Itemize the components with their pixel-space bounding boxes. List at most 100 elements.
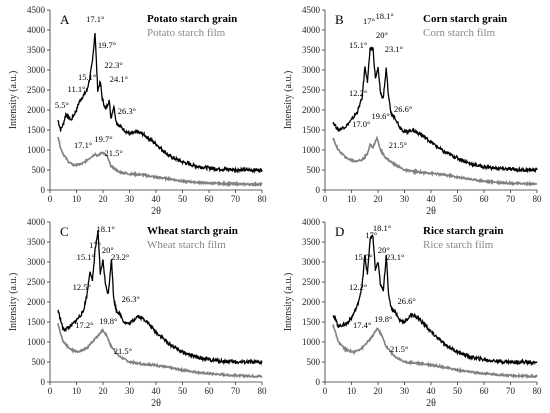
peak-annotation: 18.1°	[97, 224, 115, 234]
y-tick-label: 0	[41, 185, 46, 195]
x-axis-label: 2θ	[426, 206, 436, 217]
x-tick-label: 60	[480, 194, 490, 204]
y-tick-label: 3000	[27, 257, 46, 267]
peak-annotation: 18.1°	[375, 11, 393, 21]
legend-entry-grain: Corn starch grain	[423, 13, 507, 25]
peak-annotation: 19.7°	[94, 134, 112, 144]
y-tick-label: 3500	[302, 237, 321, 247]
peak-annotation: 21.5°	[390, 344, 408, 354]
peak-annotation: 26.6°	[397, 296, 415, 306]
series-line-potato-starch-film	[57, 136, 263, 188]
x-tick-label: 20	[99, 386, 109, 396]
peak-annotation: 17°	[363, 16, 375, 26]
y-tick-label: 2500	[302, 85, 321, 95]
peak-annotation: 17.1°	[86, 14, 104, 24]
x-tick-label: 0	[323, 194, 328, 204]
peak-annotation: 12.5°	[73, 282, 91, 292]
y-tick-label: 4000	[302, 25, 321, 35]
x-tick-label: 80	[533, 386, 543, 396]
y-tick-label: 4000	[27, 217, 46, 227]
x-tick-label: 0	[48, 194, 53, 204]
x-tick-label: 40	[427, 194, 437, 204]
y-axis-label: Intensity (a.u.)	[283, 71, 294, 130]
peak-annotation: 17.0°	[352, 119, 370, 129]
peak-annotation: 20°	[102, 245, 114, 255]
peak-annotation: 19.8°	[99, 316, 117, 326]
peak-annotation: 19.8°	[374, 314, 392, 324]
y-tick-label: 1500	[302, 125, 321, 135]
x-axis-label: 2θ	[151, 398, 161, 409]
x-tick-label: 20	[374, 386, 384, 396]
y-tick-label: 1000	[302, 337, 321, 347]
x-tick-label: 20	[374, 194, 384, 204]
peak-annotation: 17.4°	[353, 320, 371, 330]
x-tick-label: 30	[125, 194, 135, 204]
peak-annotation: 15.1°	[78, 72, 96, 82]
peak-annotation: 15.1°	[77, 252, 95, 262]
peak-annotation: 15.0°	[354, 252, 372, 262]
peak-annotation: 18.1°	[373, 223, 391, 233]
x-tick-label: 70	[506, 386, 516, 396]
y-tick-label: 4500	[27, 5, 46, 15]
x-tick-label: 20	[99, 194, 109, 204]
peak-annotation: 12.2°	[349, 282, 367, 292]
x-tick-label: 0	[323, 386, 328, 396]
y-tick-label: 1500	[27, 317, 46, 327]
x-tick-label: 70	[231, 194, 241, 204]
peak-annotation: 20°	[376, 30, 388, 40]
x-tick-label: 70	[506, 194, 516, 204]
y-tick-label: 0	[316, 185, 321, 195]
y-tick-label: 1000	[27, 337, 46, 347]
x-tick-label: 10	[347, 194, 357, 204]
y-tick-label: 4000	[27, 25, 46, 35]
peak-annotation: 24.1°	[110, 74, 128, 84]
x-tick-label: 10	[72, 386, 82, 396]
y-tick-label: 3500	[27, 237, 46, 247]
y-tick-label: 4000	[302, 217, 321, 227]
peak-annotation: 21.5°	[104, 148, 122, 158]
x-axis-label: 2θ	[426, 398, 436, 409]
y-tick-label: 3500	[302, 45, 321, 55]
y-tick-label: 500	[32, 357, 46, 367]
x-axis-label: 2θ	[151, 206, 161, 217]
y-tick-label: 2500	[302, 277, 321, 287]
peak-annotation: 17.1°	[74, 140, 92, 150]
panel-label: B	[335, 12, 344, 27]
panel-label: D	[335, 224, 344, 239]
y-tick-label: 3000	[302, 257, 321, 267]
legend-entry-grain: Wheat starch grain	[147, 225, 238, 237]
chart-panel-a: 0 10 20 30 40 50 60 70 80 0 500 1000 1500 2000 2500 300…	[8, 5, 267, 217]
x-tick-label: 10	[72, 194, 82, 204]
peak-annotation: 26.3°	[122, 294, 140, 304]
chart-panel-c: 0 10 20 30 40 50 60 70 80 0 500 1000 1500 2000 2500 300…	[8, 217, 267, 409]
legend-entry-film: Wheat starch film	[147, 239, 226, 251]
series-line-wheat-starch-film	[57, 323, 263, 380]
peak-annotation: 23.1°	[386, 252, 404, 262]
x-tick-label: 50	[453, 194, 463, 204]
y-tick-label: 2000	[27, 105, 46, 115]
y-tick-label: 2500	[27, 277, 46, 287]
y-tick-label: 4500	[302, 5, 321, 15]
y-tick-label: 3000	[27, 65, 46, 75]
peak-annotation: 19.6°	[372, 111, 390, 121]
x-tick-label: 70	[231, 386, 241, 396]
peak-annotation: 17°	[365, 230, 377, 240]
peak-annotation: 26.3°	[118, 106, 136, 116]
y-tick-label: 500	[32, 165, 46, 175]
legend-entry-grain: Rice starch grain	[423, 225, 503, 237]
peak-annotation: 23.1°	[385, 44, 403, 54]
y-tick-label: 500	[307, 357, 321, 367]
x-tick-label: 60	[205, 386, 215, 396]
x-tick-label: 80	[258, 194, 268, 204]
peak-annotation: 19.7°	[98, 40, 116, 50]
y-tick-label: 2000	[27, 297, 46, 307]
x-tick-label: 40	[427, 386, 437, 396]
x-tick-label: 40	[152, 386, 162, 396]
peak-annotation: 20°	[378, 245, 390, 255]
x-tick-label: 60	[480, 386, 490, 396]
x-tick-label: 30	[400, 386, 410, 396]
peak-annotation: 5.5°	[55, 100, 69, 110]
y-axis-label: Intensity (a.u.)	[283, 273, 294, 332]
x-tick-label: 30	[400, 194, 410, 204]
